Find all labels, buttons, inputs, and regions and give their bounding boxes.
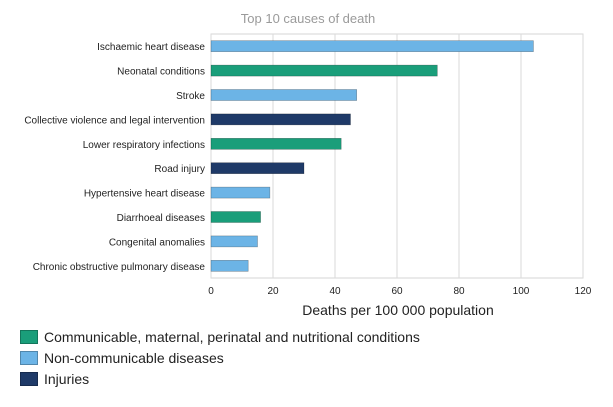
chart-title: Top 10 causes of death: [241, 11, 375, 26]
legend-item-communicable: Communicable, maternal, perinatal and nu…: [20, 326, 420, 347]
bars: [210, 40, 534, 272]
bar: [210, 64, 438, 77]
bar: [210, 89, 357, 101]
x-tick-label: 120: [575, 286, 592, 297]
category-label: Ischaemic heart disease: [97, 42, 205, 53]
legend-label: Injuries: [44, 370, 90, 387]
x-tick-label: 40: [329, 286, 341, 297]
bar: [210, 211, 261, 223]
legend-swatch: [20, 329, 38, 344]
legend-label: Communicable, maternal, perinatal and nu…: [44, 328, 420, 345]
bar: [210, 235, 258, 248]
category-label: Road injury: [154, 164, 205, 175]
legend-item-injuries: Injuries: [20, 368, 420, 389]
bar: [210, 259, 249, 272]
category-label: Diarrhoeal diseases: [117, 213, 205, 224]
bar: [210, 40, 534, 53]
category-labels: Ischaemic heart disease Neonatal conditio…: [24, 42, 205, 273]
category-label: Congenital anomalies: [109, 237, 205, 248]
category-label: Stroke: [176, 91, 205, 102]
bar: [210, 138, 342, 150]
category-label: Neonatal conditions: [117, 67, 205, 78]
category-label: Collective violence and legal interventi…: [24, 115, 205, 126]
legend-swatch: [20, 350, 38, 365]
x-tick-label: 100: [513, 286, 530, 297]
x-tick-label: 60: [391, 286, 403, 297]
x-tick-labels: 0 20 40 60 80 100 120: [208, 286, 592, 297]
legend-label: Non-communicable diseases: [44, 349, 224, 366]
x-tick-label: 80: [453, 286, 465, 297]
x-axis-label: Deaths per 100 000 population: [302, 302, 493, 318]
x-tick-label: 0: [208, 286, 214, 297]
x-tick-label: 20: [267, 286, 279, 297]
legend: Communicable, maternal, perinatal and nu…: [20, 326, 420, 389]
bar: [210, 186, 271, 199]
legend-item-non-communicable: Non-communicable diseases: [20, 347, 420, 368]
category-label: Hypertensive heart disease: [84, 189, 206, 200]
bar: [210, 162, 305, 174]
legend-swatch: [20, 371, 38, 386]
category-label: Chronic obstructive pulmonary disease: [33, 262, 206, 273]
bar: [210, 113, 351, 126]
category-label: Lower respiratory infections: [83, 140, 205, 151]
